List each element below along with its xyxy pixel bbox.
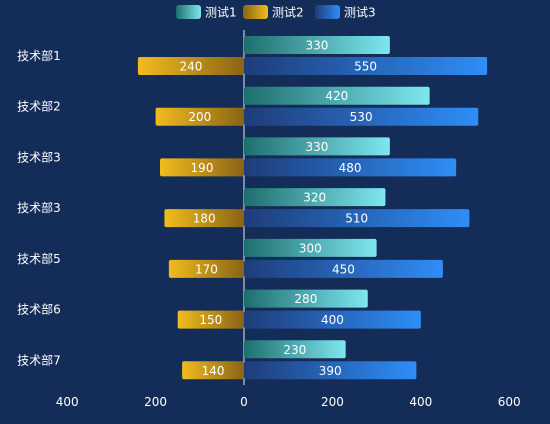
bar-value-label: 390 [319,364,342,378]
bar-value-label: 200 [188,110,211,124]
x-tick-label: 200 [144,395,167,409]
legend-swatch [176,5,201,19]
bar[interactable] [244,259,443,278]
bar[interactable] [244,361,417,380]
bar-value-label: 280 [294,292,317,306]
bar-value-label: 180 [193,212,216,226]
legend-label: 测试2 [272,5,304,20]
bar[interactable] [244,137,390,156]
legend-label: 测试1 [205,5,237,20]
y-category-label: 技术部2 [17,99,61,114]
bar[interactable] [244,238,377,257]
legend-item[interactable]: 测试2 [243,5,304,20]
bar-value-label: 140 [202,364,225,378]
bar-value-label: 230 [283,343,306,357]
x-tick-label: 200 [321,395,344,409]
bar-value-label: 300 [299,241,322,255]
x-tick-label: 0 [240,395,248,409]
bar[interactable] [244,188,386,207]
bar-value-label: 190 [191,161,214,175]
legend-item[interactable]: 测试3 [315,5,376,20]
bar[interactable] [160,158,244,177]
bar[interactable] [182,361,244,380]
legend: 测试1 测试2 测试3 [176,5,376,20]
legend-item[interactable]: 测试1 [176,5,237,20]
axes: 400 200 0 200 400 600 技术部1 技术部2 技术部3 技术部3 技术部5 技术部6… [17,30,521,409]
bar-value-label: 320 [303,191,326,205]
bar[interactable] [155,107,244,126]
y-category-label: 技术部3 [17,200,61,215]
bar-value-label: 450 [332,262,355,276]
bar[interactable] [244,289,368,308]
bar[interactable] [137,57,244,75]
bar-value-label: 530 [350,110,373,124]
legend-swatch [315,5,340,19]
y-category-label: 技术部7 [17,352,61,367]
bar-value-label: 550 [354,60,377,74]
bar[interactable] [244,107,479,126]
bar[interactable] [244,209,470,228]
bar-value-label: 510 [345,212,368,226]
bar-value-label: 480 [339,161,362,175]
bar[interactable] [244,57,488,75]
bar[interactable] [168,259,244,278]
bar-value-label: 330 [305,140,328,154]
bar-value-label: 170 [195,262,218,276]
legend-label: 测试3 [344,5,376,20]
x-tick-label: 400 [409,395,432,409]
bar[interactable] [244,310,421,329]
y-category-label: 技术部5 [17,251,61,266]
bar-value-label: 150 [199,313,222,327]
x-tick-label: 400 [56,395,79,409]
bar[interactable] [177,310,244,329]
x-tick-label: 600 [498,395,521,409]
bar[interactable] [244,158,457,177]
y-category-label: 技术部3 [17,149,61,164]
bar-value-label: 420 [325,89,348,103]
bar[interactable] [244,86,430,105]
legend-swatch [243,5,268,19]
bar[interactable] [164,209,244,228]
bar-value-label: 400 [321,313,344,327]
y-category-label: 技术部6 [17,302,61,317]
bar-value-label: 330 [305,39,328,53]
bar[interactable] [244,36,390,54]
bar[interactable] [244,340,346,359]
y-category-label: 技术部1 [17,48,61,63]
bar-value-label: 240 [180,60,203,74]
